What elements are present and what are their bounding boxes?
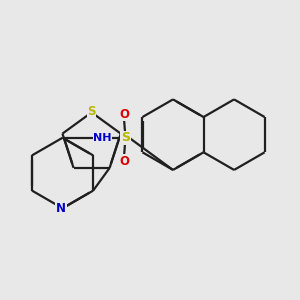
Text: S: S (121, 131, 130, 144)
Text: N: N (56, 202, 66, 215)
Text: NH: NH (93, 133, 112, 143)
Text: O: O (119, 155, 129, 168)
Text: O: O (119, 108, 129, 121)
Text: S: S (87, 105, 96, 118)
